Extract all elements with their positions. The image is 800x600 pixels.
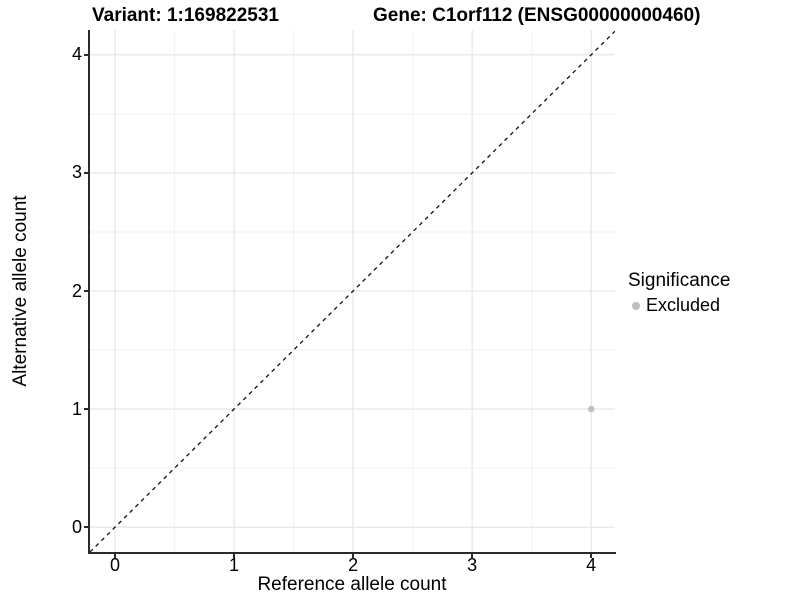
x-axis-tick-label: 1 [229,555,240,575]
data-point-excluded [587,405,595,413]
y-axis-tick-label: 4 [71,44,82,65]
legend-item-label: Excluded [646,295,721,315]
x-axis-tick-label: 0 [109,555,121,575]
y-axis-tick-mark [83,290,89,292]
x-axis-tick-label: 3 [467,555,478,575]
y-axis-title: Alternative allele count [10,195,31,387]
legend-item-excluded: Excluded [632,295,730,316]
y-axis-line [88,30,90,554]
plot-canvas [90,30,615,552]
x-axis-tick-mark [590,553,593,559]
legend: Significance Excluded [628,271,730,316]
x-axis-title: Reference allele count [257,574,447,595]
y-axis-tick-mark [83,526,89,529]
y-axis-tick-label: 2 [71,280,82,301]
legend-title: Significance [628,270,731,291]
x-axis-line [88,552,616,554]
identity-dashed-line [90,30,615,552]
legend-key-dot-icon [632,301,640,310]
y-axis-tick-mark [83,172,89,174]
y-axis-tick-mark [83,408,89,410]
x-axis-tick-mark [352,553,354,559]
x-axis-tick-mark [233,553,235,559]
y-axis-tick-label: 3 [71,162,82,183]
x-axis-tick-mark [471,553,474,559]
y-axis-tick-label: 1 [71,398,82,419]
plot-panel [90,30,615,552]
plot-title-variant: Variant: 1:169822531 [92,5,279,26]
x-axis-tick-label: 2 [348,555,359,575]
plot-title-gene: Gene: C1orf112 (ENSG00000000460) [373,5,701,26]
x-axis-tick-label: 4 [586,555,597,575]
x-axis-tick-mark [114,553,116,559]
y-axis-tick-label: 0 [71,516,82,537]
y-axis-tick-mark [83,53,89,56]
